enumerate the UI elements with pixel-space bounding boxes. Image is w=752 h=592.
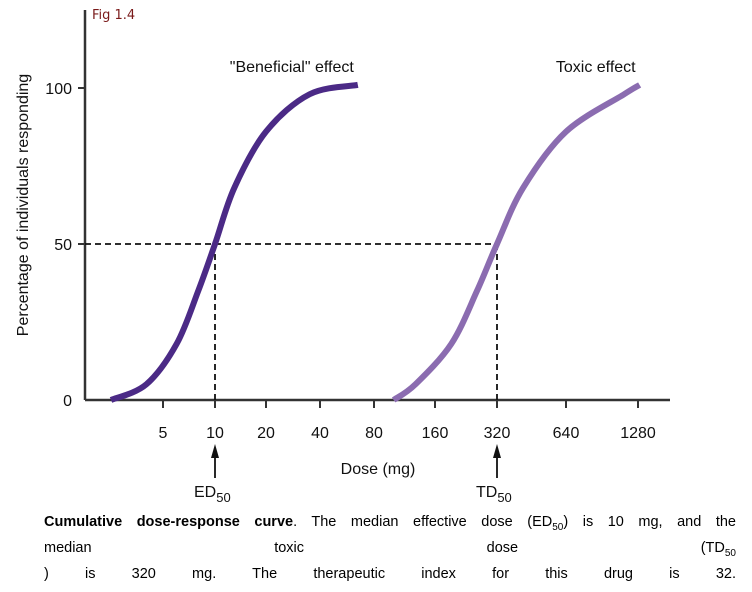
ed50-label: ED50 [194, 484, 231, 505]
dose-response-chart: 0 50 100 5 10 20 40 80 160 320 640 1280 Dose (mg) Per… [15, 10, 670, 505]
arrow-up-icon [211, 444, 219, 458]
caption-line-2: median toxic dose (TD50 [44, 539, 736, 559]
x-tick-label: 20 [257, 425, 275, 442]
x-axis-label: Dose (mg) [341, 461, 416, 478]
td50-label: TD50 [476, 484, 512, 505]
toxic-effect-label: Toxic effect [556, 59, 636, 76]
y-tick-label: 0 [63, 393, 72, 410]
x-tick-label: 80 [365, 425, 383, 442]
x-tick-label: 1280 [620, 425, 656, 442]
arrow-up-icon [493, 444, 501, 458]
figure-label: Fig 1.4 [92, 8, 136, 23]
caption-line-1: Cumulative dose-response curve. The medi… [44, 514, 736, 533]
x-tick-label: 160 [422, 425, 449, 442]
beneficial-effect-label: "Beneficial" effect [230, 59, 355, 76]
caption-title: Cumulative dose-response curve [44, 514, 294, 530]
x-tick-label: 10 [206, 425, 224, 442]
x-tick-label: 320 [484, 425, 511, 442]
y-tick-label: 50 [54, 237, 72, 254]
caption-line-3: ) is 320 mg. The therapeutic index for t… [44, 565, 736, 582]
x-tick-label: 640 [553, 425, 580, 442]
beneficial-effect-curve [109, 81, 359, 403]
y-tick-label: 100 [45, 81, 72, 98]
figure-caption: Cumulative dose-response curve. The medi… [44, 512, 736, 584]
y-axis-label: Percentage of individuals responding [15, 74, 32, 336]
x-tick-label: 5 [159, 425, 168, 442]
x-tick-label: 40 [311, 425, 329, 442]
toxic-effect-curve [391, 82, 642, 403]
